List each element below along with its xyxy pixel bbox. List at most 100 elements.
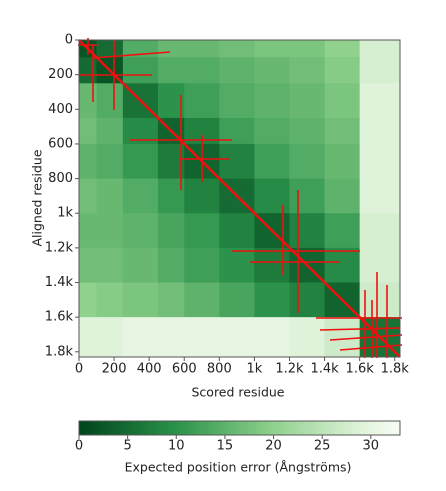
heat-cell [359, 282, 401, 318]
colorbar-step [283, 421, 289, 435]
colorbar-tick-label: 0 [75, 439, 83, 454]
heat-cell [359, 40, 401, 58]
heat-cell [184, 57, 220, 84]
colorbar-step [351, 421, 357, 435]
x-tick-label: 1k [247, 362, 263, 377]
y-tick-label: 1.4k [45, 275, 74, 290]
heat-cell [79, 57, 98, 84]
heat-cell [96, 317, 124, 358]
heat-cell [219, 317, 255, 358]
heat-cell [184, 178, 220, 214]
colorbar [79, 421, 401, 435]
colorbar-step [159, 421, 164, 435]
colorbar-step [227, 421, 232, 435]
heat-cell [157, 317, 185, 358]
colorbar-step [335, 421, 341, 435]
heat-cell [122, 57, 159, 84]
y-tick-label: 1k [57, 206, 73, 221]
colorbar-step [239, 421, 245, 435]
colorbar-tick-label: 10 [168, 439, 185, 454]
heat-cell [96, 117, 124, 145]
colorbar-step [147, 421, 152, 435]
heat-cell [184, 83, 220, 119]
colorbar-step [383, 421, 389, 435]
colorbar-step [315, 421, 321, 435]
colorbar-step [319, 421, 325, 435]
colorbar-step [311, 421, 317, 435]
colorbar-step [191, 421, 196, 435]
colorbar-step [331, 421, 337, 435]
colorbar-step [127, 421, 132, 435]
heat-cell [254, 282, 290, 318]
heat-cell [254, 317, 290, 358]
heat-cell [359, 117, 401, 145]
colorbar-step [247, 421, 253, 435]
heat-cell [79, 247, 98, 284]
x-tick-label: 800 [207, 362, 232, 377]
colorbar-step [251, 421, 257, 435]
colorbar-step [291, 421, 297, 435]
heat-cell [324, 178, 361, 214]
heat-cell [219, 83, 255, 119]
heat-cell [96, 282, 124, 318]
colorbar-step [391, 421, 397, 435]
colorbar-step [231, 421, 236, 435]
heat-cell [254, 247, 290, 284]
colorbar-step [267, 421, 273, 435]
colorbar-step [371, 421, 377, 435]
colorbar-step [339, 421, 345, 435]
y-tick-label: 600 [48, 136, 73, 151]
heat-cell [324, 213, 361, 249]
x-tick-label: 1.6k [346, 362, 375, 377]
heat-cell [96, 83, 124, 119]
colorbar-step [187, 421, 192, 435]
colorbar-step [347, 421, 353, 435]
heat-cell [289, 282, 326, 318]
colorbar-step [343, 421, 349, 435]
heat-cell [219, 247, 255, 284]
colorbar-step [99, 421, 104, 435]
heat-cell [359, 213, 401, 249]
x-tick-label: 400 [137, 362, 162, 377]
x-tick-label: 200 [102, 362, 127, 377]
colorbar-step [163, 421, 168, 435]
colorbar-step [203, 421, 208, 435]
colorbar-step [375, 421, 381, 435]
y-axis-label: Aligned residue [30, 149, 45, 246]
colorbar-step [215, 421, 220, 435]
colorbar-step [119, 421, 124, 435]
heat-cell [324, 247, 361, 284]
heat-cell [184, 317, 220, 358]
heat-cell [219, 143, 255, 180]
colorbar-step [179, 421, 184, 435]
heat-cell [289, 57, 326, 84]
heat-cell [157, 247, 185, 284]
heat-cell [219, 40, 255, 58]
heat-cell [79, 83, 98, 119]
colorbar-step [143, 421, 148, 435]
diagonal [78, 39, 401, 358]
heat-cell [324, 57, 361, 84]
colorbar-step [91, 421, 96, 435]
colorbar-step [275, 421, 281, 435]
heat-cell [359, 83, 401, 119]
heat-cell [184, 213, 220, 249]
colorbar-step [395, 421, 401, 435]
colorbar-step [327, 421, 333, 435]
heat-cell [157, 57, 185, 84]
colorbar-tick-label: 5 [123, 439, 131, 454]
heat-cell [219, 213, 255, 249]
heat-cell [254, 178, 290, 214]
colorbar-step [259, 421, 265, 435]
heat-cell [184, 40, 220, 58]
heat-cell [79, 117, 98, 145]
colorbar-step [87, 421, 92, 435]
colorbar-step [287, 421, 293, 435]
y-tick-label: 1.8k [45, 344, 74, 359]
heat-cell [359, 57, 401, 84]
heat-cell [184, 282, 220, 318]
heat-cell [289, 213, 326, 249]
heat-cell [79, 282, 98, 318]
heat-cell [122, 143, 159, 180]
